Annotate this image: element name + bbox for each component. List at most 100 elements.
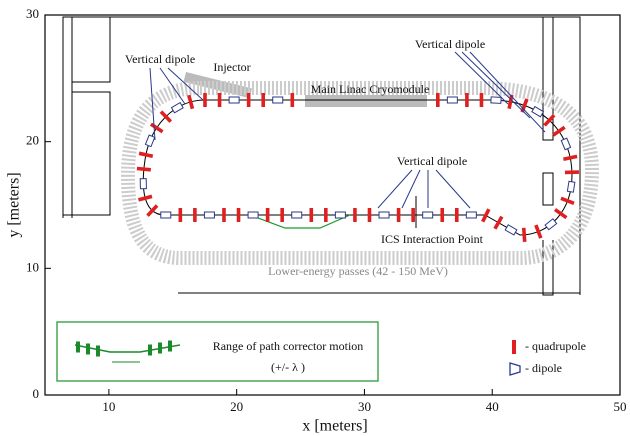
dipole [139, 178, 147, 190]
corrector-quad [158, 342, 162, 354]
quadrupole [440, 208, 445, 223]
dipole-icon [509, 362, 521, 376]
dipole [490, 96, 502, 104]
annotation: ICS Interaction Point [381, 232, 484, 246]
quadrupole [146, 204, 159, 217]
quadrupole [353, 208, 357, 223]
quadrupole [560, 196, 575, 206]
quadrupole [534, 224, 543, 239]
dipole [291, 211, 303, 219]
annotation: Vertical dipole [397, 154, 467, 168]
quadrupole-icon [512, 340, 516, 354]
quadrupole [479, 93, 484, 107]
legend-quadrupole: - quadrupole [525, 339, 586, 353]
quadrupole [187, 94, 195, 110]
quadrupole [290, 93, 295, 107]
quadrupole [265, 208, 270, 223]
quadrupole [367, 208, 372, 223]
quadrupole [138, 151, 154, 158]
quadrupole [553, 208, 568, 220]
quadrupole [236, 208, 241, 222]
x-axis-label: x [meters] [302, 418, 367, 435]
quadrupole [493, 215, 504, 230]
legend-corrector-note: (+/- λ ) [271, 360, 305, 374]
annotation: Vertical dipole [125, 52, 195, 66]
quadrupole [137, 194, 153, 202]
quadrupole [520, 98, 529, 113]
dipole [504, 224, 518, 236]
quadrupole [159, 110, 173, 123]
y-tick-label: 0 [33, 386, 40, 401]
corrector-quad [86, 343, 90, 355]
dipole [531, 105, 545, 118]
ring [120, 81, 600, 265]
quadrupole [507, 94, 514, 109]
quadrupole [136, 166, 152, 172]
corrector-icon [74, 340, 181, 363]
quadrupole [465, 93, 469, 107]
quadrupole [436, 93, 440, 107]
lower-energy-passes [120, 81, 600, 265]
plot-frame [44, 14, 621, 396]
quadrupole [309, 208, 314, 223]
dipole [560, 137, 572, 151]
annotation: Lower-energy passes (42 - 150 MeV) [268, 264, 448, 278]
dipole [203, 211, 215, 219]
quadrupole [149, 122, 164, 134]
quadrupole [203, 93, 207, 107]
x-tick-label: 10 [102, 399, 115, 414]
dipole [465, 211, 477, 219]
walls [62, 16, 581, 296]
dipole [566, 180, 576, 193]
quadrupole [246, 93, 251, 107]
dipole [170, 101, 184, 114]
dipole [446, 96, 458, 104]
corrector-quad [76, 341, 80, 353]
quadrupole [280, 208, 284, 223]
dipole [422, 211, 434, 219]
quadrupole [564, 170, 580, 175]
dipole [228, 96, 240, 104]
quadrupole [261, 93, 266, 107]
x-tick-label: 50 [614, 399, 627, 414]
x-tick-label: 40 [486, 399, 499, 414]
quadrupole [563, 154, 578, 161]
quadrupole [222, 208, 226, 222]
quadrupole [552, 125, 566, 137]
dipole [378, 211, 390, 219]
annotation: Main Linac Cryomodule [311, 82, 430, 96]
quadrupole [543, 113, 556, 127]
corrector-quad [96, 345, 100, 357]
corrector-quad [148, 344, 152, 356]
y-tick-label: 30 [26, 6, 39, 21]
beam-path [142, 99, 573, 236]
annotation: Vertical dipole [415, 37, 485, 51]
dipole [247, 211, 259, 219]
quadrupole [193, 208, 197, 222]
y-axis-label: y [meters] [6, 172, 23, 237]
corrector-quad [168, 340, 172, 352]
legend-dipole: - dipole [525, 361, 562, 375]
dipole [334, 211, 346, 219]
x-tick-label: 30 [358, 399, 371, 414]
quadrupole [411, 208, 415, 223]
dipole [272, 96, 284, 104]
quadrupole [396, 208, 401, 223]
legend-corrector: Range of path corrector motion [213, 339, 364, 353]
x-tick-label: 20 [230, 399, 243, 414]
y-tick-label: 20 [26, 133, 39, 148]
y-tick-label: 10 [26, 259, 39, 274]
quadrupole [324, 208, 328, 223]
dipole [160, 211, 172, 219]
leader-lines [149, 51, 546, 209]
quadrupole [178, 208, 183, 222]
dipole [144, 134, 156, 148]
annotation: Injector [213, 60, 250, 74]
quadrupole [217, 93, 222, 107]
quadrupole [481, 208, 491, 223]
quadrupole [521, 227, 527, 242]
quadrupole [454, 208, 459, 223]
dipole [544, 218, 558, 231]
linac-cryomodule [305, 95, 427, 107]
